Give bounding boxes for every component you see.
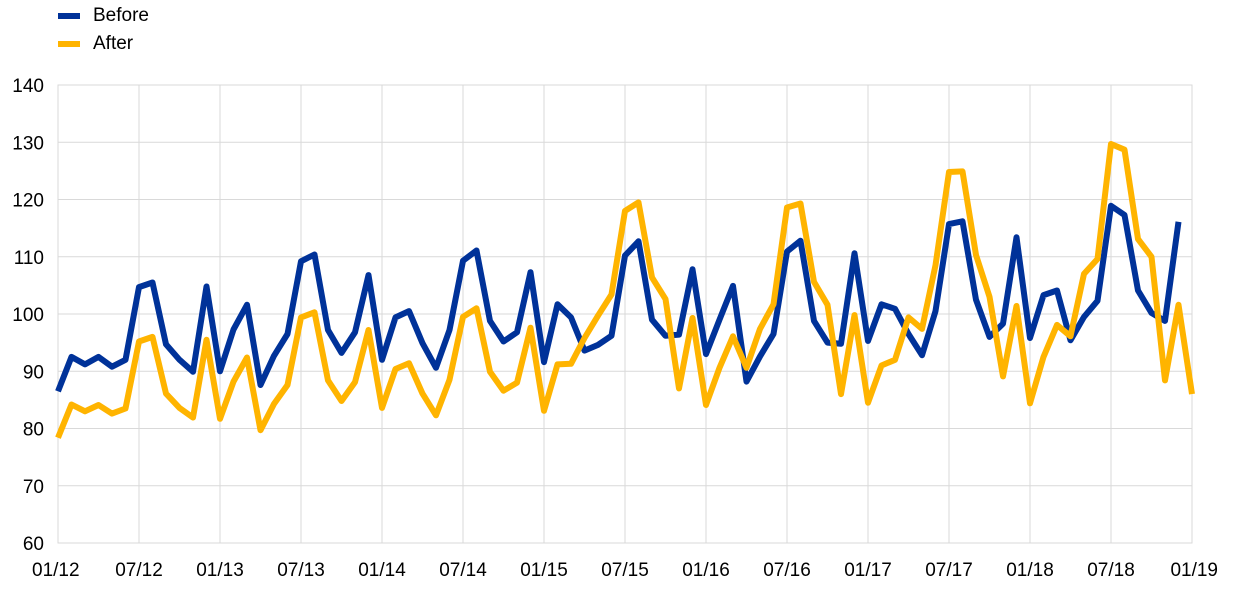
legend-swatch-before	[58, 13, 80, 19]
legend-label-before: Before	[93, 5, 149, 26]
x-tick-label: 07/16	[763, 560, 811, 581]
series-line-before	[55, 202, 1182, 393]
x-tick-label: 01/19	[1170, 560, 1218, 581]
y-tick-label: 130	[12, 133, 44, 154]
x-tick-label: 01/17	[844, 560, 892, 581]
series-line-after	[55, 141, 1195, 439]
y-tick-label: 140	[12, 76, 44, 97]
x-tick-label: 07/17	[925, 560, 973, 581]
x-tick-label: 07/12	[115, 560, 163, 581]
y-tick-label: 60	[23, 534, 44, 555]
x-tick-label: 01/16	[682, 560, 730, 581]
x-tick-label: 01/12	[32, 560, 80, 581]
x-tick-label: 01/14	[358, 560, 406, 581]
x-tick-label: 01/18	[1006, 560, 1054, 581]
y-tick-label: 70	[23, 477, 44, 498]
legend: Before After	[58, 2, 149, 58]
x-tick-label: 07/13	[277, 560, 325, 581]
x-tick-label: 07/18	[1087, 560, 1135, 581]
legend-item-before[interactable]: Before	[58, 2, 149, 30]
legend-swatch-after	[58, 41, 80, 47]
x-tick-label: 07/14	[439, 560, 487, 581]
y-tick-label: 90	[23, 362, 44, 383]
x-tick-label: 01/15	[520, 560, 568, 581]
y-tick-label: 80	[23, 420, 44, 441]
legend-label-after: After	[93, 33, 134, 54]
y-tick-label: 120	[12, 191, 44, 212]
legend-item-after[interactable]: After	[58, 30, 149, 58]
x-tick-label: 07/15	[601, 560, 649, 581]
y-tick-label: 100	[12, 305, 44, 326]
y-tick-label: 110	[14, 248, 44, 269]
x-tick-label: 01/13	[196, 560, 244, 581]
